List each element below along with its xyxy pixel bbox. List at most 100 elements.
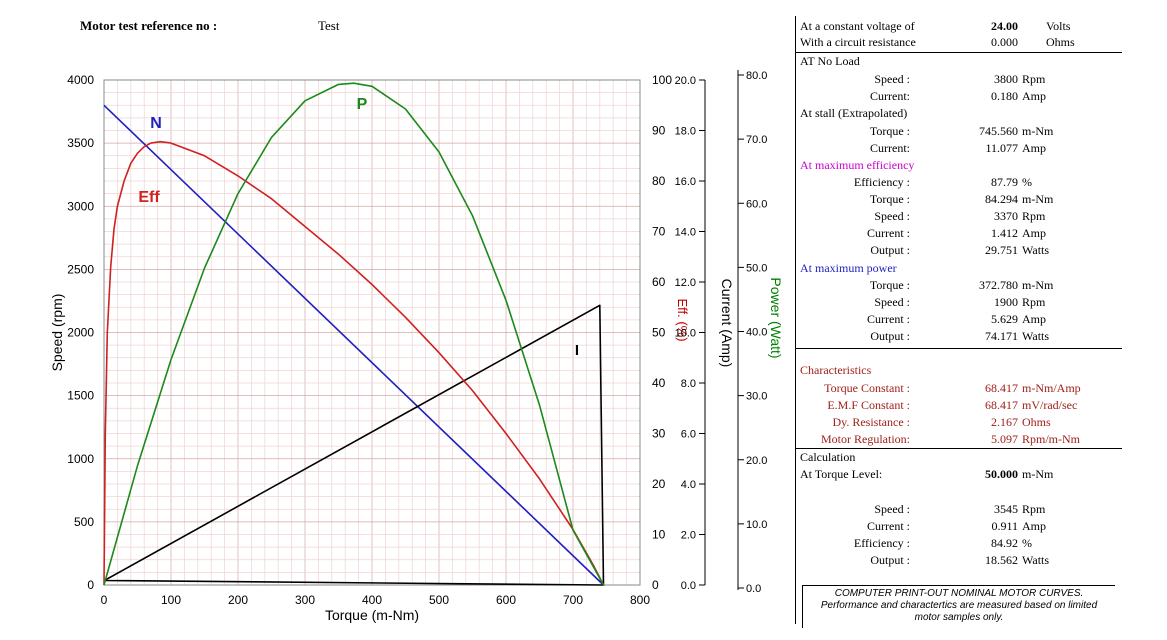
row-label: Output :	[870, 243, 910, 257]
eff-tick-label: 50	[652, 326, 666, 340]
current-tick-label: 16.0	[675, 176, 696, 188]
row-unit: m-Nm/Amp	[1022, 381, 1081, 395]
row-label: Speed :	[874, 502, 910, 516]
resistance-label: With a circuit resistance	[800, 35, 916, 49]
eff-tick-label: 60	[652, 275, 666, 289]
row-label: Torque Constant :	[824, 381, 910, 395]
row-value: 0.911	[991, 519, 1018, 533]
eff-axis-title: Eff. (%)	[675, 298, 690, 341]
row-value: 3370	[994, 209, 1018, 223]
row-label: Speed :	[874, 72, 910, 86]
speed-tick-label: 3000	[67, 199, 94, 213]
calc-speed-row: Speed : 3545 Rpm	[796, 501, 1122, 517]
max-power-speed-row: Speed : 1900 Rpm	[796, 294, 1122, 310]
eff-tick-label: 90	[652, 124, 666, 138]
voltage-label: At a constant voltage of	[800, 19, 915, 33]
row-label: Current:	[870, 141, 910, 155]
note-line: Performance and charactertics are measur…	[820, 600, 1098, 611]
max-eff-output-row: Output : 29.751 Watts	[796, 242, 1122, 258]
row-value: 18.562	[985, 553, 1018, 567]
voltage-row: At a constant voltage of 24.00 Volts	[796, 18, 1122, 34]
x-tick-label: 300	[295, 593, 315, 607]
row-label: Dy. Resistance :	[832, 415, 910, 429]
eff-tick-label: 80	[652, 174, 666, 188]
row-unit: %	[1022, 175, 1032, 189]
current-tick-label: 6.0	[681, 429, 696, 441]
row-unit: Amp	[1022, 519, 1046, 533]
current-tick-label: 8.0	[681, 378, 696, 390]
x-tick-label: 0	[101, 593, 108, 607]
speed-tick-label: 1500	[67, 389, 94, 403]
speed-tick-label: 4000	[67, 73, 94, 87]
speed-tick-label: 2500	[67, 262, 94, 276]
power-tick-label: 10.0	[746, 519, 767, 531]
power-tick-label: 70.0	[746, 134, 767, 146]
eff-tick-label: 10	[652, 528, 666, 542]
row-unit: %	[1022, 536, 1032, 550]
reference-label: Motor test reference no :	[80, 18, 218, 33]
characteristics-section: Characteristics Torque Constant : 68.417…	[796, 362, 1122, 449]
disclaimer-note: COMPUTER PRINT-OUT NOMINAL MOTOR CURVES.…	[802, 585, 1115, 628]
row-unit: Amp	[1022, 89, 1046, 103]
note-line: COMPUTER PRINT-OUT NOMINAL MOTOR CURVES.	[834, 588, 1084, 599]
current-tick-label: 12.0	[675, 277, 696, 289]
speed-tick-label: 3500	[67, 136, 94, 150]
operating-points-section: AT No Load Speed : 3800 Rpm Current: 0.1…	[796, 53, 1122, 349]
x-tick-label: 600	[496, 593, 516, 607]
eff-tick-label: 40	[652, 376, 666, 390]
row-label: E.M.F Constant :	[827, 398, 910, 412]
current-tick-label: 20.0	[675, 75, 696, 87]
speed-tick-label: 0	[87, 578, 94, 592]
row-unit: m-Nm	[1022, 192, 1054, 206]
row-value: 1.412	[991, 226, 1018, 240]
row-unit: Rpm	[1022, 72, 1046, 86]
torque-constant-row: Torque Constant : 68.417 m-Nm/Amp	[796, 380, 1122, 396]
eff-tick-label: 0	[652, 578, 659, 592]
power-tick-label: 20.0	[746, 455, 767, 467]
power-tick-label: 30.0	[746, 391, 767, 403]
curve-label-p: P	[357, 96, 368, 113]
row-label: Current :	[867, 312, 910, 326]
current-tick-label: 4.0	[681, 479, 696, 491]
current-axis-title: Current (Amp)	[719, 279, 735, 368]
series-line-i	[103, 304, 605, 586]
row-value: 84.92	[991, 536, 1018, 550]
row-label: Speed :	[874, 295, 910, 309]
calc-output-row: Output : 18.562 Watts	[796, 552, 1122, 568]
row-label: Current :	[867, 226, 910, 240]
stall-torque-row: Torque : 745.560 m-Nm	[796, 123, 1122, 139]
emf-constant-row: E.M.F Constant : 68.417 mV/rad/sec	[796, 397, 1122, 413]
note-line: motor samples only.	[914, 612, 1004, 623]
max-power-torque-row: Torque : 372.780 m-Nm	[796, 277, 1122, 293]
power-tick-label: 40.0	[746, 327, 767, 339]
eff-tick-label: 100	[652, 73, 672, 87]
curve-label-n: N	[150, 115, 162, 132]
current-tick-label: 10.0	[675, 328, 696, 340]
speed-tick-label: 500	[74, 515, 94, 529]
row-unit: Amp	[1022, 141, 1046, 155]
results-panel: At a constant voltage of 24.00 Volts Wit…	[795, 16, 1122, 624]
row-value: 5.097	[991, 432, 1018, 446]
curve-label-eff: Eff	[138, 189, 160, 206]
row-label: Torque :	[869, 124, 910, 138]
plot-frame	[103, 79, 641, 586]
current-tick-label: 2.0	[681, 530, 696, 542]
no-load-title: AT No Load	[800, 54, 860, 68]
x-tick-label: 700	[563, 593, 583, 607]
current-tick-label: 14.0	[675, 227, 696, 239]
row-unit: Rpm	[1022, 209, 1046, 223]
stall-current-row: Current: 11.077 Amp	[796, 140, 1122, 156]
power-axis-title: Power (Watt)	[768, 277, 784, 358]
reference-value: Test	[318, 18, 340, 33]
torque-level-unit: m-Nm	[1022, 467, 1054, 481]
row-value: 745.560	[979, 124, 1018, 138]
speed-axis-title: Speed (rpm)	[49, 294, 65, 372]
no-load-speed-row: Speed : 3800 Rpm	[796, 71, 1122, 87]
row-value: 372.780	[979, 278, 1018, 292]
dy-resistance-row: Dy. Resistance : 2.167 Ohms	[796, 414, 1122, 430]
row-value: 29.751	[985, 243, 1018, 257]
calculation-title: Calculation	[800, 450, 856, 464]
row-label: Torque :	[869, 192, 910, 206]
row-unit: mV/rad/sec	[1022, 398, 1078, 412]
row-value: 68.417	[985, 398, 1018, 412]
